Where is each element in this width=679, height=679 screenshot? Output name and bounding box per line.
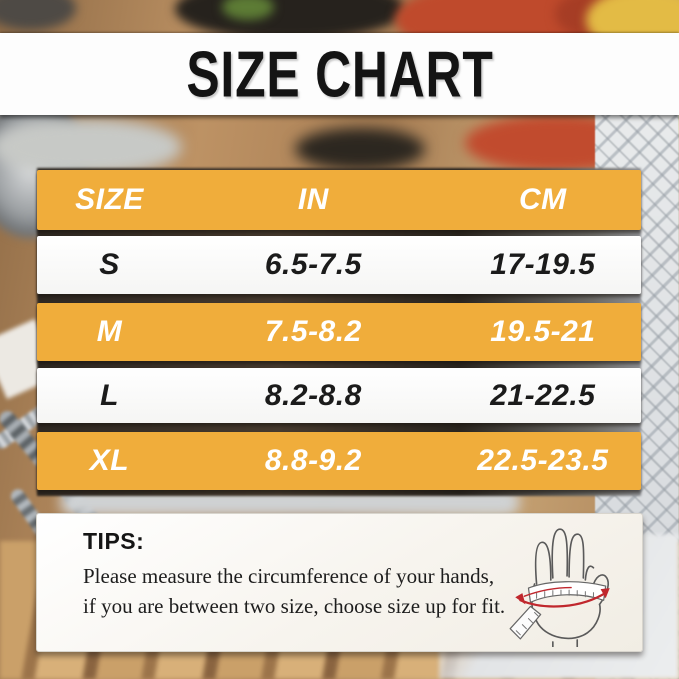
table-row: L 8.2-8.8 21-22.5: [37, 368, 641, 423]
tips-heading: TIPS:: [83, 528, 145, 554]
size-cell: XL: [89, 444, 130, 477]
photo-dark-tool-middle: [295, 128, 425, 170]
measure-arrow: [515, 586, 610, 608]
size-cell: S: [99, 248, 120, 281]
column-header-cm: CM: [519, 183, 567, 216]
tips-body: Please measure the circumference of your…: [83, 564, 506, 618]
photo-green-level-top: [222, 0, 274, 20]
column-header-size: SIZE: [75, 183, 144, 216]
cm-cell: 21-22.5: [490, 378, 596, 412]
size-cell: M: [96, 315, 123, 348]
cm-cell: 22.5-23.5: [477, 444, 609, 477]
table-row: M 7.5-8.2 19.5-21: [37, 303, 641, 361]
size-cell: L: [100, 378, 119, 412]
title-banner: SIZE CHART: [0, 33, 679, 115]
inches-cell: 7.5-8.2: [264, 315, 362, 348]
photo-dark-tool-topleft: [0, 0, 76, 30]
table-header-row: SIZE IN CM: [37, 170, 641, 230]
inches-cell: 8.2-8.8: [264, 378, 362, 412]
page-title: SIZE CHART: [185, 37, 494, 111]
inches-cell: 8.8-9.2: [264, 444, 362, 477]
table-row: S 6.5-7.5 17-19.5: [37, 236, 641, 294]
inches-cell: 6.5-7.5: [264, 248, 362, 281]
column-header-in: IN: [297, 183, 329, 216]
table-row: XL 8.8-9.2 22.5-23.5: [37, 432, 641, 490]
cm-cell: 17-19.5: [490, 248, 596, 281]
size-table: SIZE IN CM S 6.5-7.5 17-19.5 M 7.5-8.2 1…: [37, 170, 641, 494]
tips-panel: TIPS: Please measure the circumference o…: [36, 513, 643, 652]
cm-cell: 19.5-21: [490, 315, 596, 348]
hand-measure-icon: [509, 528, 610, 647]
photo-chrome-wrench: [0, 118, 182, 176]
